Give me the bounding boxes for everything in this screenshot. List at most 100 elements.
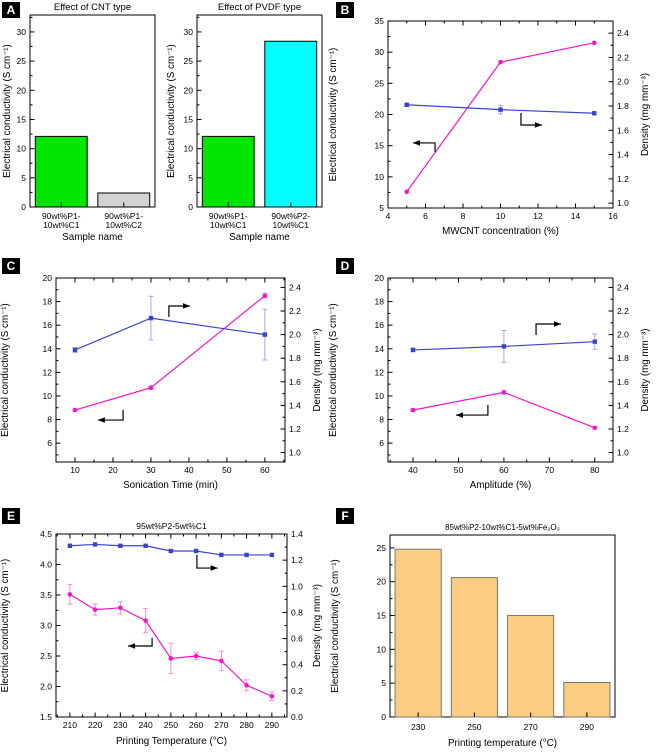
svg-text:10: 10 [70,465,80,475]
svg-text:90wt%P1-: 90wt%P1- [104,211,143,221]
svg-text:1.4: 1.4 [617,400,629,410]
svg-text:80: 80 [590,465,600,475]
svg-text:Density (mg mm⁻³): Density (mg mm⁻³) [640,73,651,156]
panel-a: A Effect of CNT type Electrical conductiv… [0,0,328,255]
svg-text:270: 270 [524,722,538,732]
svg-text:10wt%C1: 10wt%C1 [273,220,310,230]
svg-text:16: 16 [608,211,618,221]
svg-text:70: 70 [545,465,555,475]
svg-text:4.0: 4.0 [40,560,52,570]
svg-text:280: 280 [240,720,254,730]
svg-text:Printing temperature (°C): Printing temperature (°C) [448,738,557,749]
svg-text:2.4: 2.4 [289,282,301,292]
svg-text:0.6: 0.6 [291,634,303,644]
svg-text:270: 270 [214,720,228,730]
panel-label-d: D [336,258,354,274]
svg-text:8: 8 [379,415,384,425]
svg-text:1.5: 1.5 [40,712,52,722]
svg-text:Electrical conductivity (S cm⁻: Electrical conductivity (S cm⁻¹) [0,559,11,693]
svg-text:90wt%P2-: 90wt%P2- [271,211,310,221]
svg-text:10wt%C2: 10wt%C2 [106,220,143,230]
svg-text:1.2: 1.2 [291,555,303,565]
svg-text:30: 30 [375,47,385,57]
svg-text:50: 50 [454,465,464,475]
svg-text:90wt%P1-: 90wt%P1- [209,211,248,221]
svg-text:8: 8 [461,211,466,221]
svg-text:20: 20 [108,465,118,475]
svg-text:0.2: 0.2 [291,686,303,696]
svg-text:20: 20 [375,273,385,283]
svg-text:2.2: 2.2 [617,52,629,62]
svg-text:2.2: 2.2 [617,306,629,316]
svg-text:2.0: 2.0 [617,77,629,87]
svg-text:30: 30 [146,465,156,475]
svg-text:5: 5 [381,678,386,688]
svg-text:10: 10 [184,144,194,154]
panel-label-c: C [2,258,20,274]
svg-text:Electrical conductivity (S cm⁻: Electrical conductivity (S cm⁻¹) [330,559,341,693]
panel-f: F 85wt%P2-10wt%C1-5wt%Fe₂O₃ Electrical co… [328,505,656,755]
svg-text:1.0: 1.0 [617,198,629,208]
svg-text:12: 12 [375,367,385,377]
svg-text:2.5: 2.5 [40,651,52,661]
panel-d: D Electrical conductivity (S cm⁻¹) Densit… [328,255,656,505]
svg-text:20: 20 [43,273,53,283]
svg-text:6: 6 [47,438,52,448]
svg-text:Sonication Time (min): Sonication Time (min) [123,480,218,491]
svg-text:35: 35 [375,16,385,26]
svg-text:0.0: 0.0 [291,712,303,722]
svg-text:60: 60 [499,465,509,475]
svg-text:25: 25 [17,56,27,66]
svg-text:30: 30 [17,27,27,37]
svg-text:1.0: 1.0 [291,581,303,591]
svg-text:Electrical conductivity (S cm⁻: Electrical conductivity (S cm⁻¹) [0,303,11,437]
svg-text:16: 16 [43,320,53,330]
svg-text:8: 8 [47,415,52,425]
svg-text:2.4: 2.4 [617,28,629,38]
panel-label-f: F [336,508,354,524]
chart-pvdf-type-bar: Effect of PVDF type Electrical conductivi… [166,2,323,243]
svg-text:5: 5 [21,173,26,183]
svg-text:15: 15 [17,114,27,124]
svg-text:Electrical conductivity (S cm⁻: Electrical conductivity (S cm⁻¹) [328,48,339,182]
svg-text:1.0: 1.0 [289,448,301,458]
svg-text:2.4: 2.4 [617,282,629,292]
svg-text:15: 15 [184,114,194,124]
svg-text:Electrical conductivity (S cm⁻: Electrical conductivity (S cm⁻¹) [328,303,339,437]
chart-printing-temperature-line: 95wt%P2-5wt%C1 Electrical conductivity (S… [0,521,323,747]
svg-text:290: 290 [265,720,279,730]
svg-text:1.2: 1.2 [617,174,629,184]
svg-text:3.0: 3.0 [40,621,52,631]
svg-text:1.4: 1.4 [291,529,303,539]
svg-text:18: 18 [43,297,53,307]
svg-text:60: 60 [260,465,270,475]
svg-text:0.4: 0.4 [291,660,303,670]
svg-text:10: 10 [377,644,387,654]
chart-printing-temperature-bar: 85wt%P2-10wt%C1-5wt%Fe₂O₃ Electrical cond… [330,523,616,749]
svg-text:260: 260 [189,720,203,730]
svg-text:5: 5 [188,173,193,183]
svg-text:1.8: 1.8 [289,353,301,363]
svg-text:10: 10 [375,391,385,401]
svg-text:2.0: 2.0 [289,330,301,340]
svg-text:15: 15 [377,611,387,621]
svg-text:Amplitude (%): Amplitude (%) [470,480,532,491]
svg-text:25: 25 [377,543,387,553]
svg-text:90wt%P1-: 90wt%P1- [42,211,81,221]
svg-text:30: 30 [184,27,194,37]
panel-label-a: A [2,2,20,18]
panel-label-b: B [336,2,354,18]
chart-sonication-time-line: Electrical conductivity (S cm⁻¹) Density … [0,273,323,491]
svg-text:14: 14 [375,344,385,354]
svg-text:6: 6 [423,211,428,221]
svg-text:Electrical conductivity (S cm⁻: Electrical conductivity (S cm⁻¹) [166,44,177,178]
panel-c: C Electrical conductivity (S cm⁻¹) Densit… [0,255,328,505]
svg-text:85wt%P2-10wt%C1-5wt%Fe₂O₃: 85wt%P2-10wt%C1-5wt%Fe₂O₃ [445,523,560,532]
svg-text:12: 12 [43,367,53,377]
svg-text:1.6: 1.6 [617,377,629,387]
svg-text:2.0: 2.0 [40,682,52,692]
svg-text:1.6: 1.6 [617,125,629,135]
svg-text:18: 18 [375,297,385,307]
svg-text:10: 10 [496,211,506,221]
svg-text:230: 230 [113,720,127,730]
